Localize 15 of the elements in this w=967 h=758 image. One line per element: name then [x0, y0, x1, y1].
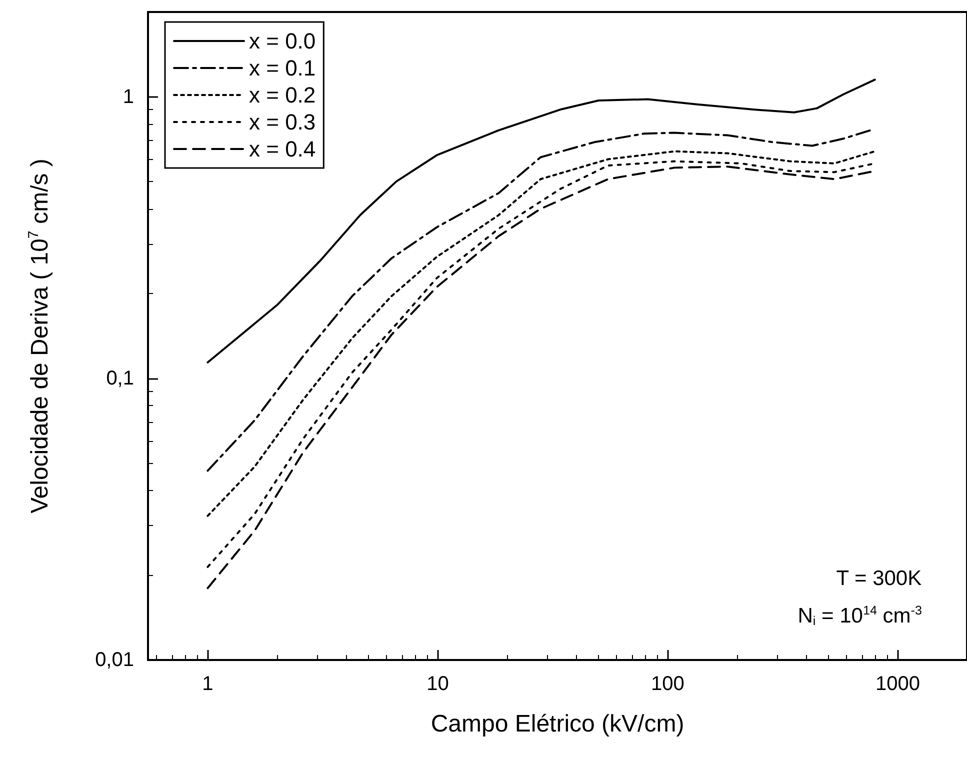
y-tick-label: 0,01 [95, 649, 134, 671]
x-tick-label: 1000 [876, 673, 920, 695]
y-tick-label: 1 [122, 86, 134, 108]
x-tick-label: 100 [651, 673, 684, 695]
legend-label: x = 0.2 [249, 82, 316, 108]
x-tick-label: 1 [202, 673, 214, 695]
legend-label: x = 0.1 [249, 56, 316, 80]
legend-label: x = 0.0 [249, 28, 316, 54]
x-axis-title: Campo Elétrico (kV/cm) [430, 710, 684, 738]
annotation: T = 300K [836, 567, 922, 590]
x-tick-label: 10 [426, 673, 449, 695]
legend-label: x = 0.4 [249, 136, 316, 162]
y-axis-title: Velocidade de Deriva ( 107 cm/s ) [26, 158, 54, 514]
legend-label: x = 0.3 [249, 110, 316, 134]
y-tick-label: 0,1 [106, 367, 134, 390]
